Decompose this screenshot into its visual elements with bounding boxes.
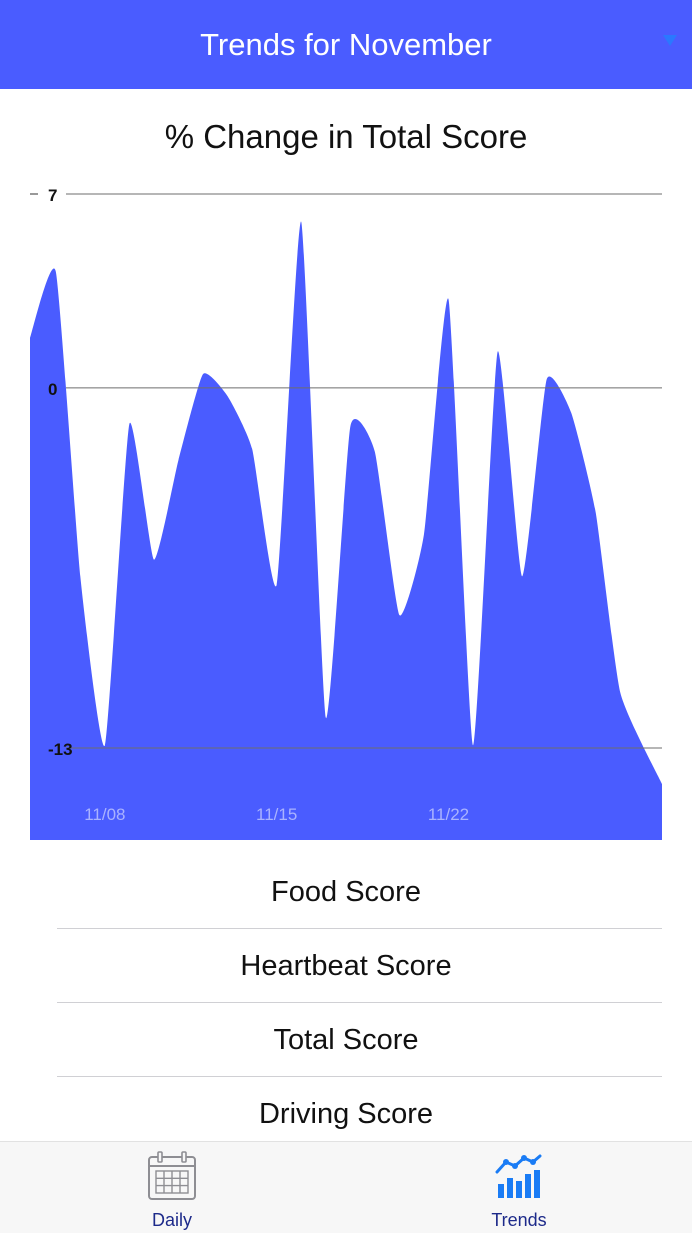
trend-chart: 7 0 -13 11/08 11/15 11/22 [30,186,662,840]
x-tick-label: 11/08 [84,805,125,824]
divider [57,928,662,929]
chart-title: % Change in Total Score [164,118,528,155]
tab-daily[interactable]: Daily [72,1142,272,1233]
x-tick-label: 11/22 [428,805,469,824]
list-item-food-score[interactable]: Food Score [0,855,692,929]
list-item-label: Total Score [273,1024,419,1056]
tab-bar: Daily Trends [0,1141,692,1233]
nav-bar: Trends for November [0,0,692,89]
score-list: Food Score Heartbeat Score Total Score D… [0,855,692,1151]
divider [57,1076,662,1077]
trends-chart-icon [495,1154,542,1198]
calendar-icon [148,1151,196,1200]
x-tick-label: 11/15 [256,805,297,824]
y-tick-label-top: 7 [48,186,57,205]
list-item-total-score[interactable]: Total Score [0,1003,692,1077]
list-item-heartbeat-score[interactable]: Heartbeat Score [0,929,692,1003]
list-item-label: Driving Score [258,1098,434,1130]
dropdown-arrow-icon[interactable] [662,32,678,48]
area-series [30,221,662,840]
y-tick-label-bottom: -13 [48,740,73,759]
list-item-label: Heartbeat Score [240,950,452,982]
divider [57,1002,662,1003]
tab-label-trends: Trends [491,1210,547,1230]
tab-label-daily: Daily [151,1210,192,1230]
y-tick-label-zero: 0 [48,380,57,399]
list-item-label: Food Score [271,876,421,908]
list-item-driving-score[interactable]: Driving Score [0,1077,692,1151]
tab-trends[interactable]: Trends [419,1142,619,1233]
page-title: Trends for November [200,27,492,62]
